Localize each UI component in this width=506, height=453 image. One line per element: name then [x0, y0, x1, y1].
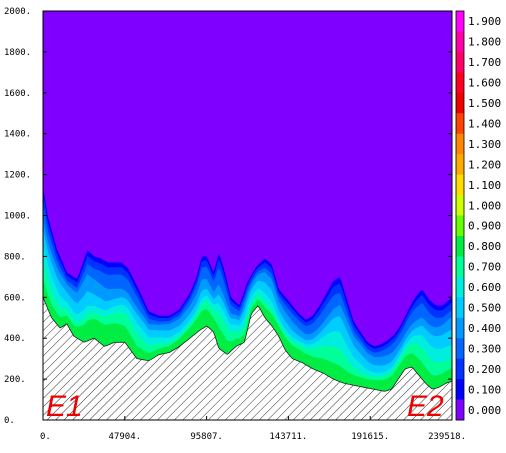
colorbar-label: 0.300	[468, 342, 501, 355]
y-tick-label: 0.	[4, 416, 15, 426]
colorbar-swatch	[456, 338, 464, 360]
colorbar-swatch	[456, 379, 464, 400]
colorbar-label: 0.600	[468, 281, 501, 294]
y-tick-label: 1000.	[4, 212, 31, 222]
colorbar-label: 1.300	[468, 138, 501, 151]
colorbar-swatch	[456, 51, 464, 73]
colorbar-swatch	[456, 297, 464, 319]
colorbar-label: 1.700	[468, 56, 501, 69]
colorbar-swatch	[456, 31, 464, 53]
x-tick-label: 143711.	[269, 432, 307, 442]
colorbar-swatch	[456, 174, 464, 196]
y-tick-label: 2000.	[4, 7, 31, 17]
colorbar-swatch	[456, 11, 464, 32]
colorbar-swatch	[456, 256, 464, 278]
annotation-e1: E1	[46, 390, 83, 423]
annotation-e2: E2	[407, 390, 444, 423]
colorbar-label: 1.500	[468, 97, 501, 110]
colorbar-label: 1.100	[468, 179, 501, 192]
colorbar-swatch	[456, 92, 464, 114]
y-tick-label: 400.	[4, 334, 26, 344]
colorbar-label: 1.800	[468, 36, 501, 49]
y-tick-label: 800.	[4, 252, 26, 262]
colorbar-swatch	[456, 72, 464, 94]
colorbar-label: 0.700	[468, 261, 501, 274]
y-tick-label: 1600.	[4, 89, 31, 99]
colorbar-label: 1.200	[468, 158, 501, 171]
colorbar-label: 1.000	[468, 199, 501, 212]
colorbar-swatch	[456, 113, 464, 135]
x-tick-label: 0.	[40, 432, 51, 442]
y-tick-label: 200.	[4, 375, 26, 385]
x-tick-label: 95807.	[190, 432, 223, 442]
colorbar-label: 0.200	[468, 363, 501, 376]
colorbar-swatch	[456, 276, 464, 298]
colorbar-label: 1.600	[468, 77, 501, 90]
colorbar-label: 0.400	[468, 322, 501, 335]
x-tick-label: 47904.	[109, 432, 142, 442]
contour-band-7	[43, 278, 452, 392]
colorbar-frame	[455, 10, 465, 421]
colorbar-label: 1.400	[468, 117, 501, 130]
x-tick-label: 191615.	[351, 432, 389, 442]
y-tick-label: 600.	[4, 293, 26, 303]
y-tick-label: 1200.	[4, 171, 31, 181]
x-tick-label: 239518.	[428, 432, 466, 442]
colorbar-label: 0.800	[468, 240, 501, 253]
y-tick-label: 1800.	[4, 48, 31, 58]
y-tick-label: 1400.	[4, 130, 31, 140]
colorbar-label: 0.100	[468, 383, 501, 396]
colorbar-swatch	[456, 195, 464, 216]
colorbar-label: 0.000	[468, 404, 501, 417]
colorbar-label: 0.900	[468, 220, 501, 233]
colorbar-label: 1.900	[468, 15, 501, 28]
terrain-hatch	[43, 297, 452, 420]
colorbar-swatch	[456, 358, 464, 380]
colorbar-swatch	[456, 317, 464, 339]
colorbar-swatch	[456, 399, 464, 421]
colorbar-label: 0.500	[468, 302, 501, 315]
colorbar-swatch	[456, 133, 464, 155]
colorbar-swatch	[456, 235, 464, 257]
colorbar-swatch	[456, 154, 464, 175]
colorbar-swatch	[456, 215, 464, 237]
